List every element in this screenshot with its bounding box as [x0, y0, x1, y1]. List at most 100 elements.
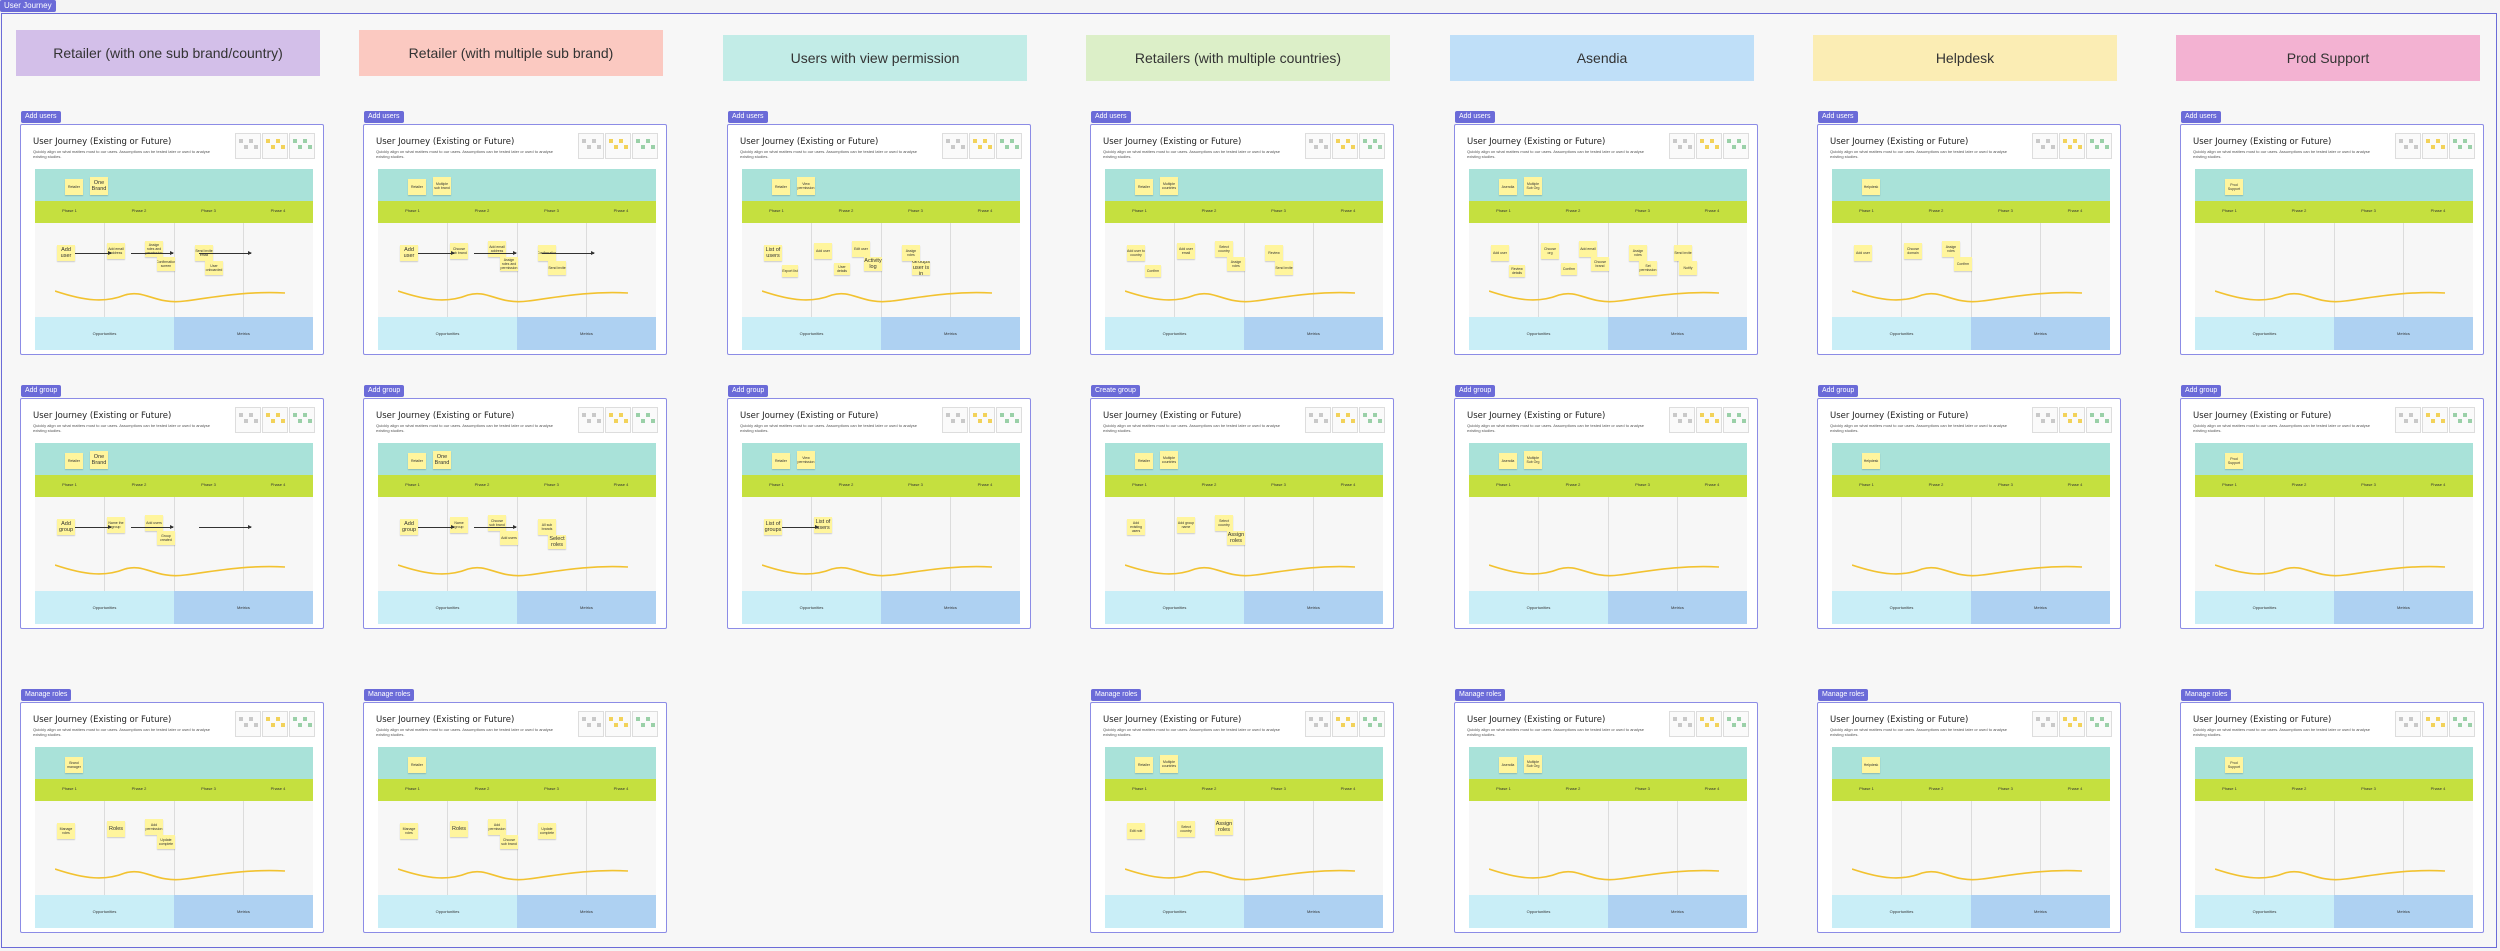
sticky-note[interactable]: View permission — [797, 451, 815, 469]
journey-frame[interactable]: Add group User Journey (Existing or Futur… — [1454, 385, 1758, 629]
journey-frame[interactable]: Add users User Journey (Existing or Futur… — [363, 111, 667, 355]
sticky-note[interactable]: Select country — [1215, 515, 1233, 531]
sticky-note[interactable]: Review — [1265, 245, 1283, 261]
sticky-note[interactable]: Group created — [157, 531, 175, 545]
journey-frame[interactable]: Manage roles User Journey (Existing or Fu… — [2180, 689, 2484, 933]
sticky-note[interactable]: Select country — [1177, 821, 1195, 837]
sticky-note[interactable]: Retailer — [65, 453, 83, 469]
journey-frame[interactable]: Add users User Journey (Existing or Futur… — [20, 111, 324, 355]
frame-tag[interactable]: Add users — [364, 111, 404, 123]
sticky-note[interactable]: Brand manager — [65, 757, 83, 773]
sticky-note[interactable]: Add user to country — [1127, 245, 1145, 261]
sticky-note[interactable]: User details — [834, 263, 850, 275]
sticky-note[interactable]: Assign roles and permission — [145, 241, 163, 257]
sticky-note[interactable]: Multiple sub brand — [433, 177, 451, 195]
sticky-note[interactable]: Add user — [400, 245, 418, 261]
frame-tag[interactable]: Add group — [728, 385, 769, 397]
sticky-note[interactable]: Retailer — [408, 757, 426, 773]
frame-tag[interactable]: Add group — [21, 385, 62, 397]
sticky-note[interactable]: Add existing users — [1127, 519, 1145, 535]
sticky-note[interactable]: Choose org — [1541, 243, 1559, 259]
sticky-note[interactable]: Multiple Sub Org — [1524, 755, 1542, 773]
frame-tag[interactable]: Manage roles — [21, 689, 72, 701]
frame-tag[interactable]: Add group — [364, 385, 405, 397]
sticky-note[interactable]: Update complete — [538, 823, 556, 839]
sticky-note[interactable]: Roles — [107, 821, 125, 837]
board-title-tag[interactable]: User Journey — [0, 0, 56, 12]
persona-header[interactable]: Retailer (with one sub brand/country) — [16, 30, 320, 76]
sticky-note[interactable]: One Brand — [90, 451, 108, 469]
sticky-note[interactable]: Add permission — [488, 819, 506, 835]
sticky-note[interactable]: Retailer — [772, 453, 790, 469]
sticky-note[interactable]: Set permission — [1639, 261, 1657, 275]
frame-tag[interactable]: Add users — [1818, 111, 1858, 123]
sticky-note[interactable]: Add email address — [107, 243, 125, 259]
journey-frame[interactable]: Manage roles User Journey (Existing or Fu… — [1090, 689, 1394, 933]
sticky-note[interactable]: Confirm — [1954, 257, 1972, 271]
sticky-note[interactable]: Edit user — [852, 241, 870, 257]
sticky-note[interactable]: Choose sub brand — [500, 835, 518, 849]
frame-tag[interactable]: Create group — [1091, 385, 1140, 397]
sticky-note[interactable]: Add users — [145, 515, 163, 531]
sticky-note[interactable]: Retailer — [772, 179, 790, 195]
sticky-note[interactable]: Add user email — [1177, 243, 1195, 259]
sticky-note[interactable]: Add group — [57, 519, 75, 535]
sticky-note[interactable]: Notify — [1679, 261, 1697, 275]
sticky-note[interactable]: Asendia — [1499, 757, 1517, 773]
sticky-note[interactable]: Add user — [1854, 245, 1872, 261]
sticky-note[interactable]: Assign roles — [1227, 257, 1245, 271]
frame-tag[interactable]: Add users — [2181, 111, 2221, 123]
sticky-note[interactable]: Assign roles — [1629, 245, 1647, 261]
sticky-note[interactable]: Helpdesk — [1862, 179, 1880, 195]
sticky-note[interactable]: List of users — [764, 245, 782, 261]
sticky-note[interactable]: Add user — [1491, 245, 1509, 261]
frame-tag[interactable]: Manage roles — [1455, 689, 1506, 701]
persona-header[interactable]: Helpdesk — [1813, 35, 2117, 81]
sticky-note[interactable]: Multiple Sub Org — [1524, 451, 1542, 469]
sticky-note[interactable]: Roles — [450, 821, 468, 837]
frame-tag[interactable]: Add group — [2181, 385, 2222, 397]
sticky-note[interactable]: User onboarded — [205, 261, 223, 275]
sticky-note[interactable]: Manage roles — [400, 823, 418, 839]
sticky-note[interactable]: Retailer — [1135, 757, 1153, 773]
sticky-note[interactable]: Add users — [500, 531, 518, 545]
journey-frame[interactable]: Create group User Journey (Existing or Fu… — [1090, 385, 1394, 629]
sticky-note[interactable]: Select country — [1215, 241, 1233, 257]
frame-tag[interactable]: Manage roles — [1818, 689, 1869, 701]
sticky-note[interactable]: Add user — [814, 243, 832, 259]
sticky-note[interactable]: Helpdesk — [1862, 453, 1880, 469]
sticky-note[interactable]: Activity log — [864, 257, 882, 271]
sticky-note[interactable]: Retailer — [1135, 179, 1153, 195]
persona-header[interactable]: Retailers (with multiple countries) — [1086, 35, 1390, 81]
sticky-note[interactable]: Review details — [1509, 265, 1525, 277]
sticky-note[interactable]: Prod Support — [2225, 757, 2243, 773]
sticky-note[interactable]: Name the group — [107, 517, 125, 533]
sticky-note[interactable]: Choose brand — [1591, 257, 1609, 271]
sticky-note[interactable]: Multiple countries — [1160, 177, 1178, 195]
sticky-note[interactable]: Edit role — [1127, 823, 1145, 839]
sticky-note[interactable]: View permission — [797, 177, 815, 195]
sticky-note[interactable]: List of groups — [764, 519, 782, 535]
sticky-note[interactable]: Send invite — [548, 261, 566, 275]
frame-tag[interactable]: Manage roles — [2181, 689, 2232, 701]
sticky-note[interactable]: Asendia — [1499, 179, 1517, 195]
frame-tag[interactable]: Manage roles — [364, 689, 415, 701]
sticky-note[interactable]: Assign roles — [1215, 819, 1233, 835]
sticky-note[interactable]: Choose domain — [1904, 243, 1922, 259]
journey-frame[interactable]: Manage roles User Journey (Existing or Fu… — [20, 689, 324, 933]
persona-header[interactable]: Users with view permission — [723, 35, 1027, 81]
sticky-note[interactable]: Prod Support — [2225, 179, 2243, 195]
sticky-note[interactable]: Add group — [400, 519, 418, 535]
sticky-note[interactable]: Choose sub brand — [450, 243, 468, 259]
sticky-note[interactable]: Choose sub brand — [488, 515, 506, 531]
sticky-note[interactable]: Send invite — [1674, 245, 1692, 261]
frame-tag[interactable]: Add users — [21, 111, 61, 123]
journey-frame[interactable]: Manage roles User Journey (Existing or Fu… — [1817, 689, 2121, 933]
sticky-note[interactable]: Send invite — [1275, 261, 1293, 275]
sticky-note[interactable]: Helpdesk — [1862, 757, 1880, 773]
journey-frame[interactable]: Manage roles User Journey (Existing or Fu… — [1454, 689, 1758, 933]
sticky-note[interactable]: Retailer — [408, 453, 426, 469]
sticky-note[interactable]: Add user — [57, 245, 75, 261]
frame-tag[interactable]: Add group — [1818, 385, 1859, 397]
sticky-note[interactable]: Assign roles — [1227, 531, 1245, 545]
